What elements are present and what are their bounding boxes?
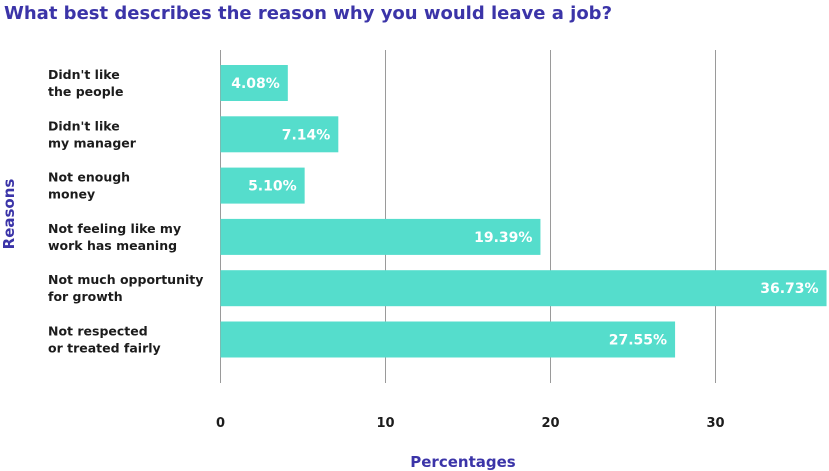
category-label-line: Not respected xyxy=(48,324,148,339)
category-label-line: Not much opportunity xyxy=(48,272,203,287)
category-label: Didn't like the people xyxy=(48,67,123,99)
category-label-line: work has meaning xyxy=(48,238,177,253)
category-label: Not feeling like my work has meaning xyxy=(48,221,181,253)
category-label: Not enough money xyxy=(48,170,130,202)
category-label-line: Not enough xyxy=(48,170,130,185)
bar xyxy=(220,65,288,101)
category-label: Not respected or treated fairly xyxy=(48,324,161,356)
category-label-line: for growth xyxy=(48,289,123,304)
y-axis-title: Reasons xyxy=(0,179,18,250)
bar xyxy=(220,270,827,307)
x-tick-label: 0 xyxy=(216,416,225,431)
bar-value-label: 27.55% xyxy=(609,333,667,349)
bar xyxy=(220,218,541,255)
bar xyxy=(220,321,676,358)
bar-value-label: 5.10% xyxy=(248,179,297,195)
category-labels: Didn't like the people Didn't like my manag… xyxy=(48,67,203,356)
x-axis-title: Percentages xyxy=(410,453,516,471)
category-label-line: Didn't like xyxy=(48,118,120,133)
category-label: Not much opportunity for growth xyxy=(48,272,203,304)
bar xyxy=(220,116,339,153)
bar-value-label: 36.73% xyxy=(760,281,818,297)
category-label-line: Didn't like xyxy=(48,67,120,82)
x-tick-label: 20 xyxy=(541,416,559,431)
bar-value-label: 4.08% xyxy=(231,76,280,92)
category-label-line: the people xyxy=(48,84,123,99)
category-label-line: money xyxy=(48,187,95,202)
category-label-line: my manager xyxy=(48,135,137,150)
x-tick-labels: 0 10 20 30 xyxy=(216,416,725,431)
bars: 4.08% 7.14% 5.10% 19.39% 36.73% 27.55% xyxy=(220,65,827,358)
category-label: Didn't like my manager xyxy=(48,118,137,150)
chart-title: What best describes the reason why you w… xyxy=(4,3,612,24)
category-label-line: or treated fairly xyxy=(48,341,161,356)
bar-value-label: 7.14% xyxy=(282,127,331,143)
bar-value-label: 19.39% xyxy=(474,230,532,246)
x-tick-label: 30 xyxy=(706,416,724,431)
category-label-line: Not feeling like my xyxy=(48,221,181,236)
x-tick-label: 10 xyxy=(376,416,394,431)
bar xyxy=(220,167,305,204)
